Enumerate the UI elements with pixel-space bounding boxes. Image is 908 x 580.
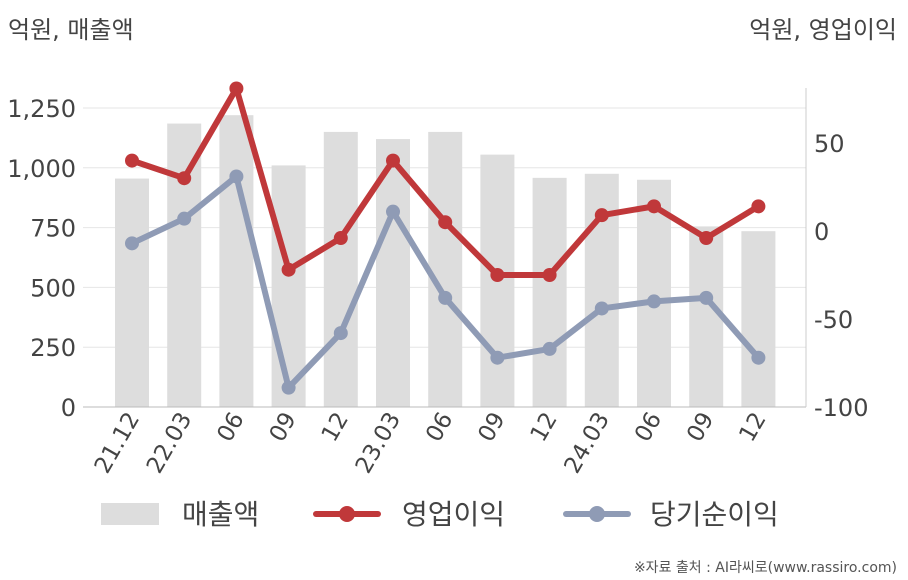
legend-swatch-revenue — [101, 503, 159, 525]
series-point — [490, 268, 505, 282]
right-axis-label: 억원, 영업이익 — [749, 16, 897, 44]
source-note: ※자료 출처 : AI라씨로(www.rassiro.com) — [634, 560, 897, 576]
series-point — [647, 199, 661, 214]
revenue-bars — [115, 115, 776, 408]
right-tick-label: -50 — [814, 306, 853, 334]
legend: 매출액 영업이익 당기순이익 — [101, 498, 779, 531]
legend-swatch-point — [339, 506, 355, 522]
revenue-bar — [637, 179, 671, 407]
revenue-bar — [271, 165, 306, 407]
left-tick-label: 750 — [30, 215, 76, 243]
category-label: 12 — [317, 408, 354, 446]
legend-label-revenue: 매출액 — [182, 498, 259, 531]
series-point — [386, 153, 400, 168]
left-tick-label: 1,250 — [7, 95, 76, 123]
revenue-bar — [532, 177, 567, 407]
revenue-bar — [689, 226, 724, 407]
revenue-bar — [428, 131, 463, 408]
category-label: 06 — [421, 408, 458, 446]
series-lines — [125, 81, 766, 395]
series-point — [751, 350, 766, 365]
series-point — [125, 236, 139, 251]
series-point — [647, 294, 661, 309]
revenue-bar — [115, 178, 149, 407]
category-label: 12 — [734, 408, 771, 446]
series-point — [594, 301, 609, 316]
category-label: 23.03 — [351, 408, 406, 478]
series-point — [542, 268, 557, 282]
left-axis-label: 억원, 매출액 — [8, 16, 134, 44]
series-point — [438, 290, 453, 305]
right-tick-label: 50 — [814, 130, 845, 158]
series-point — [281, 380, 296, 395]
revenue-bar — [376, 139, 410, 407]
series-point — [438, 215, 453, 230]
series-point — [281, 262, 296, 277]
category-label: 09 — [265, 408, 302, 446]
right-tick-label: 0 — [814, 218, 829, 246]
series-point — [125, 153, 139, 168]
series-point — [490, 350, 505, 365]
series-point — [386, 204, 400, 219]
legend-swatch-point — [589, 506, 605, 522]
revenue-bar — [323, 131, 358, 408]
category-label: 09 — [473, 408, 510, 446]
series-point — [751, 199, 766, 214]
legend-label: 영업이익 — [402, 498, 505, 531]
left-tick-label: 500 — [30, 274, 76, 302]
left-tick-label: 1,000 — [7, 155, 76, 183]
category-label: 12 — [526, 408, 563, 446]
category-label: 21.12 — [90, 408, 145, 478]
revenue-bar — [219, 115, 254, 408]
series-point — [333, 231, 348, 246]
series-point — [177, 171, 192, 186]
series-point — [177, 211, 192, 226]
series-point — [333, 326, 348, 341]
left-tick-label: 0 — [61, 394, 76, 422]
right-tick-label: -100 — [814, 394, 868, 422]
left-tick-label: 250 — [30, 334, 76, 362]
category-label: 09 — [682, 408, 719, 446]
category-label: 24.03 — [560, 408, 615, 478]
category-label: 06 — [630, 408, 667, 446]
series-point — [699, 231, 714, 246]
revenue-bar — [741, 231, 776, 407]
series-point — [542, 341, 557, 356]
axes — [83, 88, 807, 408]
revenue-bar — [167, 123, 202, 407]
series-point — [594, 208, 609, 223]
category-label: 06 — [212, 408, 249, 446]
series-point — [699, 290, 714, 305]
category-label: 22.03 — [142, 408, 197, 478]
series-point — [229, 169, 244, 184]
series-point — [229, 81, 244, 96]
legend-label: 당기순이익 — [650, 498, 779, 531]
